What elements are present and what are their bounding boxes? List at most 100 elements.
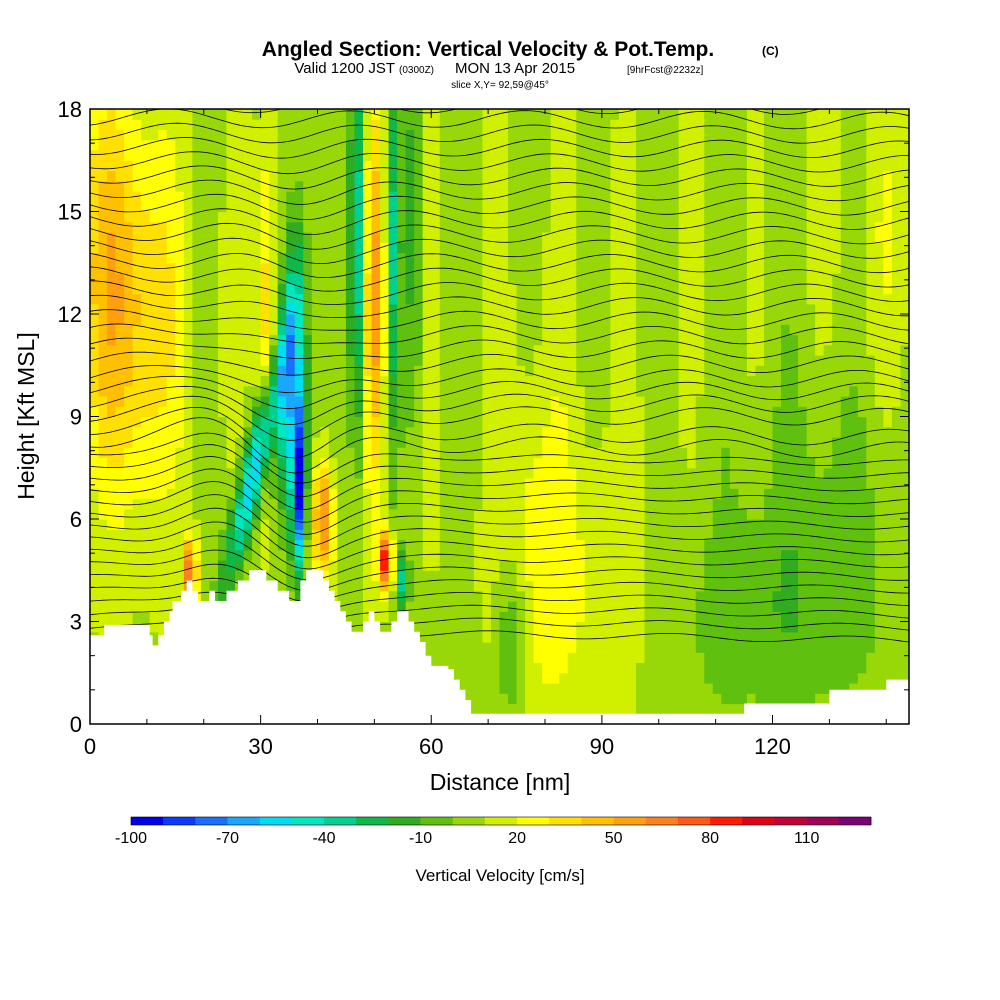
velocity-cell bbox=[90, 355, 100, 366]
velocity-cell bbox=[661, 498, 671, 510]
velocity-cell bbox=[729, 447, 739, 459]
velocity-cell bbox=[294, 570, 304, 582]
velocity-cell bbox=[695, 621, 705, 633]
velocity-cell bbox=[294, 406, 304, 418]
velocity-cell bbox=[636, 211, 646, 223]
velocity-cell bbox=[124, 262, 134, 274]
velocity-cell bbox=[636, 467, 646, 479]
velocity-cell bbox=[422, 139, 432, 151]
velocity-cell bbox=[738, 529, 748, 541]
velocity-cell bbox=[98, 570, 108, 582]
velocity-cell bbox=[286, 457, 296, 469]
velocity-cell bbox=[473, 662, 484, 674]
velocity-cell bbox=[798, 652, 808, 664]
velocity-cell bbox=[439, 539, 449, 551]
velocity-cell bbox=[772, 150, 782, 161]
velocity-cell bbox=[721, 191, 731, 202]
velocity-cell bbox=[644, 601, 654, 612]
velocity-cell bbox=[345, 242, 356, 254]
velocity-cell bbox=[277, 180, 287, 192]
velocity-cell bbox=[593, 662, 603, 674]
velocity-cell bbox=[542, 355, 552, 366]
velocity-cell bbox=[542, 570, 552, 582]
velocity-cell bbox=[772, 662, 782, 674]
velocity-cell bbox=[380, 426, 390, 438]
velocity-cell bbox=[209, 426, 219, 438]
velocity-cell bbox=[798, 683, 808, 694]
velocity-cell bbox=[653, 467, 663, 479]
velocity-cell bbox=[490, 652, 501, 664]
velocity-cell bbox=[252, 539, 262, 551]
velocity-cell bbox=[653, 406, 663, 418]
velocity-cell bbox=[712, 549, 722, 561]
velocity-cell bbox=[772, 426, 782, 438]
velocity-cell bbox=[670, 314, 680, 325]
velocity-cell bbox=[789, 621, 799, 633]
velocity-cell bbox=[354, 170, 364, 182]
velocity-cell bbox=[363, 560, 373, 571]
velocity-cell bbox=[542, 273, 552, 284]
velocity-cell bbox=[584, 642, 594, 653]
velocity-cell bbox=[422, 601, 432, 612]
velocity-cell bbox=[653, 549, 663, 561]
velocity-cell bbox=[345, 498, 356, 510]
velocity-cell bbox=[303, 334, 313, 346]
velocity-cell bbox=[371, 590, 381, 602]
velocity-cell bbox=[746, 611, 757, 623]
velocity-cell bbox=[217, 273, 228, 284]
velocity-cell bbox=[286, 191, 296, 202]
velocity-cell bbox=[175, 334, 185, 346]
velocity-cell bbox=[217, 262, 228, 274]
velocity-cell bbox=[286, 283, 296, 295]
velocity-cell bbox=[576, 180, 586, 192]
velocity-cell bbox=[508, 109, 518, 120]
velocity-cell bbox=[439, 457, 449, 469]
velocity-cell bbox=[243, 303, 253, 315]
velocity-cell bbox=[601, 211, 612, 223]
velocity-cell bbox=[738, 139, 748, 151]
velocity-cell bbox=[132, 488, 142, 500]
velocity-cell bbox=[473, 139, 484, 151]
velocity-cell bbox=[687, 560, 697, 571]
velocity-cell bbox=[636, 611, 646, 623]
velocity-cell bbox=[354, 334, 364, 346]
velocity-cell bbox=[721, 683, 731, 694]
velocity-cell bbox=[132, 283, 142, 295]
velocity-cell bbox=[141, 611, 151, 623]
velocity-cell bbox=[320, 375, 330, 387]
velocity-cell bbox=[235, 365, 245, 377]
velocity-cell bbox=[533, 447, 543, 459]
velocity-cell bbox=[243, 201, 253, 213]
velocity-cell bbox=[286, 252, 296, 264]
velocity-cell bbox=[704, 283, 714, 295]
velocity-cell bbox=[687, 191, 697, 202]
velocity-cell bbox=[695, 365, 705, 377]
velocity-cell bbox=[576, 529, 586, 541]
velocity-cell bbox=[397, 303, 407, 315]
velocity-cell bbox=[644, 580, 654, 592]
velocity-cell bbox=[243, 221, 253, 233]
velocity-cell bbox=[653, 703, 663, 715]
velocity-cell bbox=[661, 385, 671, 397]
velocity-cell bbox=[490, 293, 501, 305]
velocity-cell bbox=[644, 672, 654, 684]
velocity-cell bbox=[243, 160, 253, 172]
velocity-cell bbox=[431, 601, 441, 612]
velocity-cell bbox=[448, 529, 458, 541]
velocity-cell bbox=[636, 498, 646, 510]
velocity-cell bbox=[653, 293, 663, 305]
velocity-cell bbox=[303, 119, 313, 131]
velocity-cell bbox=[252, 437, 262, 448]
velocity-cell bbox=[636, 303, 646, 315]
velocity-cell bbox=[115, 119, 125, 131]
velocity-cell bbox=[397, 416, 407, 428]
velocity-cell bbox=[499, 283, 509, 295]
velocity-cell bbox=[678, 631, 688, 643]
velocity-cell bbox=[729, 611, 739, 623]
velocity-cell bbox=[422, 529, 432, 541]
velocity-cell bbox=[772, 498, 782, 510]
velocity-cell bbox=[107, 570, 117, 582]
velocity-cell bbox=[644, 683, 654, 694]
velocity-cell bbox=[397, 170, 407, 182]
velocity-cell bbox=[388, 457, 398, 469]
